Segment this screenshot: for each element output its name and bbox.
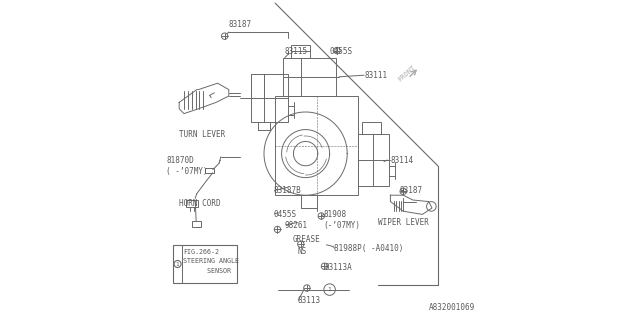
- Text: (-’07MY): (-’07MY): [323, 221, 360, 230]
- Text: 0455S: 0455S: [274, 210, 297, 219]
- Text: 0455S: 0455S: [330, 47, 353, 56]
- Bar: [291, 45, 310, 58]
- Text: 83115: 83115: [285, 47, 308, 56]
- Bar: [283, 58, 336, 96]
- Bar: [192, 221, 201, 227]
- Bar: [275, 96, 358, 195]
- Text: FRONT: FRONT: [397, 64, 417, 83]
- Text: TURN LEVER: TURN LEVER: [179, 130, 225, 139]
- Text: STEERING ANGLE: STEERING ANGLE: [184, 258, 239, 264]
- Text: ( -’07MY): ( -’07MY): [166, 167, 208, 176]
- Text: HORN CORD: HORN CORD: [179, 199, 221, 208]
- Text: 1: 1: [328, 287, 332, 292]
- Text: FIG.266-2: FIG.266-2: [184, 249, 220, 254]
- Bar: [205, 168, 214, 173]
- Text: 83111: 83111: [365, 71, 388, 80]
- Text: WIPER LEVER: WIPER LEVER: [378, 218, 428, 227]
- Bar: [186, 200, 198, 207]
- Text: A832001069: A832001069: [429, 303, 475, 312]
- Text: 83113: 83113: [298, 296, 321, 305]
- Text: NS: NS: [298, 247, 307, 256]
- Text: 83187B: 83187B: [274, 186, 301, 195]
- Text: 81988P( -A0410): 81988P( -A0410): [334, 244, 404, 252]
- Text: 81870D: 81870D: [166, 156, 194, 164]
- Text: 83187: 83187: [229, 20, 252, 29]
- Bar: [362, 122, 381, 134]
- Text: 93187: 93187: [400, 186, 423, 195]
- Text: 83114: 83114: [390, 156, 413, 164]
- Text: 81908: 81908: [323, 210, 346, 219]
- Text: 1: 1: [176, 261, 179, 267]
- Bar: [251, 74, 288, 122]
- Bar: [173, 245, 237, 283]
- Text: 98261: 98261: [285, 221, 308, 230]
- Text: SENSOR: SENSOR: [184, 268, 232, 274]
- Text: 83113A: 83113A: [325, 263, 353, 272]
- Bar: [358, 134, 388, 186]
- Text: GREASE: GREASE: [292, 236, 321, 244]
